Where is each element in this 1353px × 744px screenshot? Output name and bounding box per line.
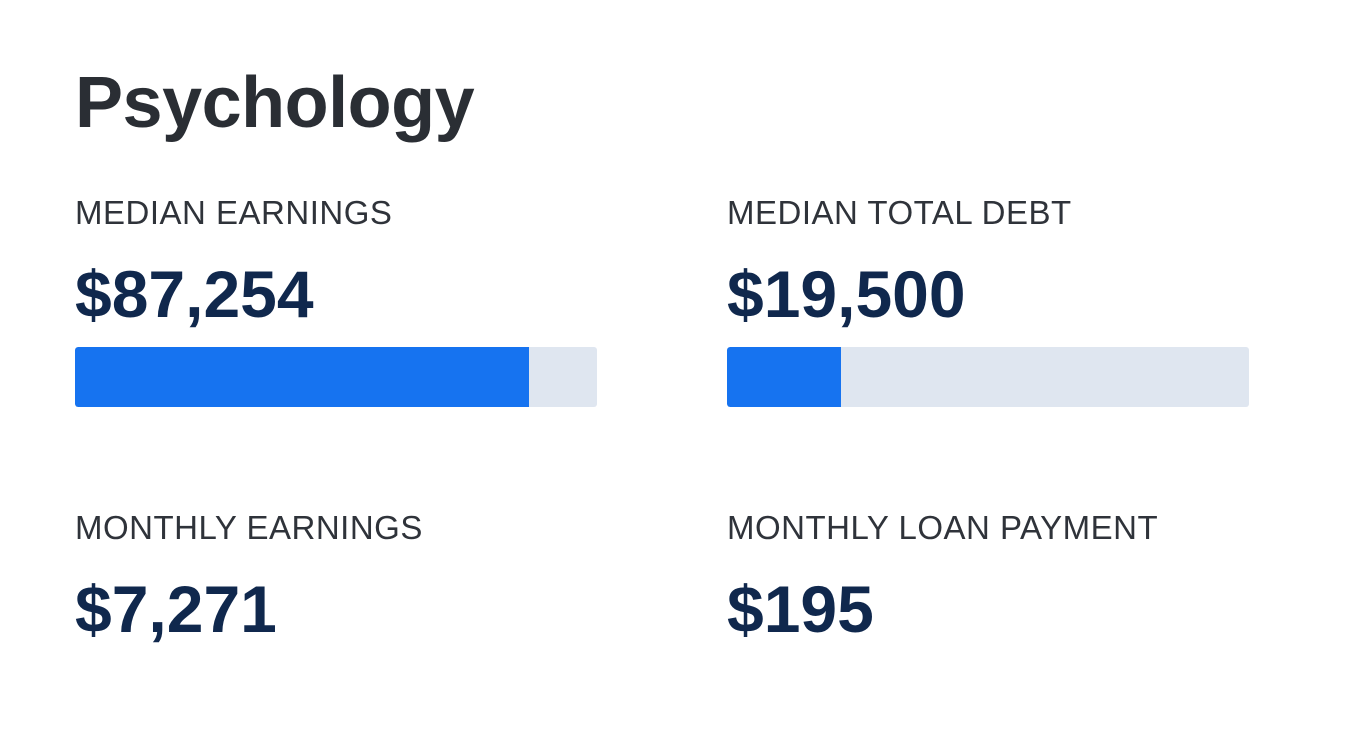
median-earnings-bar-fill [75,347,529,407]
median-earnings-label: MEDIAN EARNINGS [75,194,393,231]
median-earnings-bar [75,347,597,407]
median-total-debt-value: $19,500 [727,257,966,331]
monthly-loan-payment-value: $195 [727,572,874,646]
median-total-debt-bar-fill [727,347,842,407]
monthly-loan-payment-label: MONTHLY LOAN PAYMENT [727,509,1159,546]
median-total-debt-label: MEDIAN TOTAL DEBT [727,194,1072,231]
monthly-earnings-label: MONTHLY EARNINGS [75,509,423,546]
monthly-loan-payment-stat: MONTHLY LOAN PAYMENT $195 [727,508,1251,648]
monthly-earnings-value: $7,271 [75,572,277,646]
median-earnings-value: $87,254 [75,257,314,331]
page-title: Psychology [75,63,475,143]
median-earnings-stat: MEDIAN EARNINGS $87,254 [75,193,599,407]
monthly-earnings-stat: MONTHLY EARNINGS $7,271 [75,508,599,648]
median-total-debt-stat: MEDIAN TOTAL DEBT $19,500 [727,193,1251,407]
median-total-debt-bar [727,347,1249,407]
